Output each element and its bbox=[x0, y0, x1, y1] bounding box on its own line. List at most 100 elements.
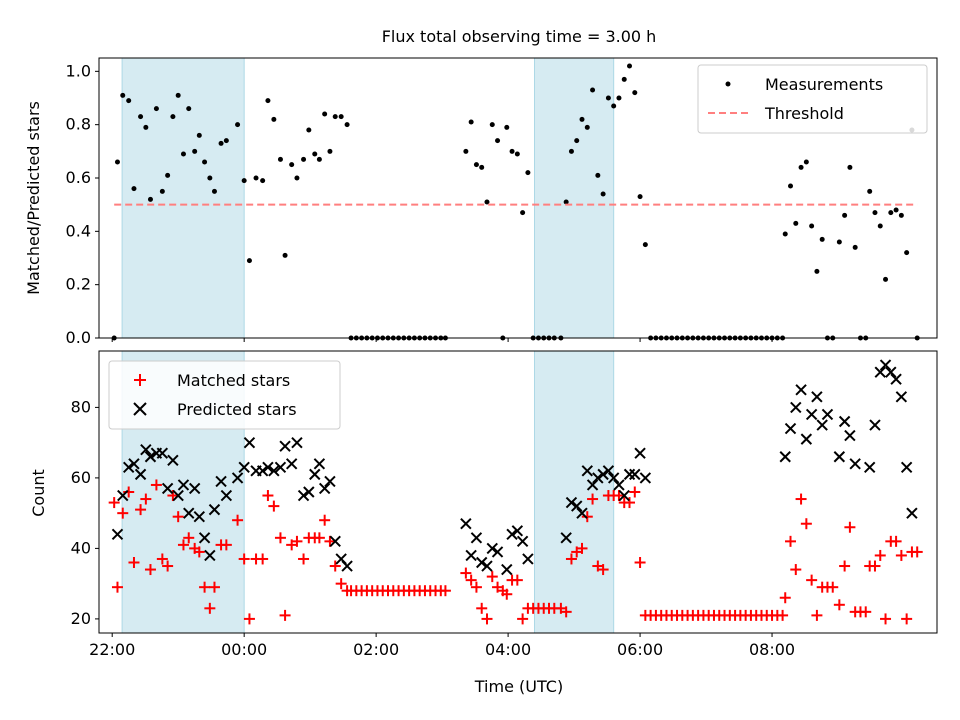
matched-star-point bbox=[624, 497, 636, 509]
measurement-point bbox=[867, 188, 873, 194]
predicted-star-point bbox=[581, 465, 593, 477]
predicted-star-point bbox=[476, 556, 488, 569]
predicted-star-point bbox=[220, 489, 233, 502]
matched-star-point bbox=[779, 592, 791, 604]
predicted-star-point bbox=[811, 391, 823, 403]
matched-star-point bbox=[629, 486, 641, 498]
predicted-star-point bbox=[183, 507, 195, 519]
predicted-star-point bbox=[324, 475, 336, 488]
matched-star-point bbox=[156, 553, 168, 565]
measurement-point bbox=[332, 114, 338, 120]
predicted-star-point bbox=[122, 461, 135, 474]
predicted-star-point bbox=[291, 436, 303, 449]
ratio-plot-frame bbox=[98, 57, 938, 339]
x-tick-label: 04:00 bbox=[485, 640, 531, 659]
measurement-point bbox=[277, 156, 283, 162]
matched-star-point bbox=[257, 553, 269, 565]
measurement-point bbox=[282, 252, 288, 258]
measurement-point bbox=[883, 276, 889, 282]
predicted-star-point bbox=[879, 359, 892, 371]
predicted-star-point bbox=[465, 549, 477, 562]
measurement-point bbox=[138, 114, 144, 120]
matched-star-point bbox=[117, 507, 129, 519]
predicted-star-point bbox=[262, 461, 274, 474]
predicted-star-point bbox=[795, 384, 807, 396]
matched-star-point bbox=[777, 609, 789, 621]
measurement-point bbox=[836, 239, 842, 245]
predicted-star-point bbox=[869, 419, 881, 431]
measurement-point bbox=[877, 223, 883, 229]
predicted-star-point bbox=[790, 401, 802, 414]
x-tick-label: 02:00 bbox=[353, 640, 399, 659]
matched-star-point bbox=[911, 546, 923, 558]
matched-star-point bbox=[869, 560, 881, 572]
measurement-point bbox=[126, 98, 132, 104]
predicted-star-point bbox=[285, 458, 298, 470]
predicted-star-point bbox=[571, 500, 583, 512]
matched-star-point bbox=[135, 504, 147, 516]
measurement-point bbox=[218, 140, 224, 146]
predicted-star-point bbox=[134, 468, 147, 481]
matched-star-point bbox=[890, 535, 902, 547]
y-tick-label: 0.6 bbox=[66, 168, 91, 187]
y-tick-label: 80 bbox=[71, 397, 91, 416]
measurement-point bbox=[642, 242, 648, 248]
legend-measurements-label: Measurements bbox=[765, 75, 883, 94]
measurement-point bbox=[809, 223, 815, 229]
measurement-point bbox=[301, 156, 307, 162]
matched-star-point bbox=[172, 511, 184, 523]
measurement-point bbox=[621, 76, 627, 82]
measurement-point bbox=[241, 178, 247, 184]
predicted-star-point bbox=[156, 447, 169, 459]
measurement-point bbox=[842, 212, 848, 218]
matched-star-point bbox=[279, 609, 291, 621]
measurement-point bbox=[202, 159, 208, 165]
predicted-star-point bbox=[318, 482, 331, 495]
matched-star-point bbox=[844, 521, 856, 533]
predicted-star-point bbox=[193, 510, 206, 523]
ratio-legend: Measurements Threshold bbox=[697, 64, 928, 134]
measurement-point bbox=[143, 124, 149, 130]
measurement-point bbox=[306, 127, 312, 133]
predicted-star-point bbox=[279, 440, 291, 452]
predicted-star-point bbox=[140, 443, 152, 456]
predicted-star-point bbox=[188, 482, 201, 495]
measurement-point bbox=[632, 90, 638, 96]
y-tick-label: 1.0 bbox=[66, 61, 91, 80]
measurement-point bbox=[798, 164, 804, 170]
matched-star-point bbox=[324, 535, 336, 547]
matched-star-point bbox=[183, 532, 195, 544]
measurement-point bbox=[338, 114, 344, 120]
legend-threshold-label: Threshold bbox=[764, 104, 844, 123]
matched-star-point bbox=[597, 564, 609, 576]
matched-star-point bbox=[476, 602, 488, 614]
predicted-star-point bbox=[144, 451, 157, 463]
matched-star-point bbox=[901, 613, 913, 625]
predicted-star-point bbox=[501, 563, 513, 576]
y-tick-label: 40 bbox=[71, 538, 91, 557]
ratio-panel: 0.0 0.2 0.4 0.6 0.8 1.0 Matched/Predicted sta… bbox=[24, 57, 938, 347]
matched-star-point bbox=[199, 581, 211, 593]
measurement-point bbox=[514, 151, 520, 157]
measurement-point bbox=[819, 236, 825, 242]
count-y-axis-label: Count bbox=[29, 469, 48, 517]
predicted-star-point bbox=[592, 472, 604, 484]
measurement-point bbox=[463, 148, 469, 154]
matched-star-point bbox=[208, 581, 220, 593]
legend-matched-marker bbox=[134, 374, 146, 386]
predicted-star-point bbox=[177, 479, 190, 491]
predicted-star-point bbox=[309, 468, 321, 481]
matched-star-point bbox=[220, 539, 232, 551]
predicted-star-point bbox=[117, 489, 129, 502]
predicted-star-point bbox=[470, 532, 483, 544]
predicted-star-point bbox=[838, 415, 851, 428]
matched-star-point bbox=[460, 567, 472, 579]
matched-star-point bbox=[785, 535, 797, 547]
predicted-star-point bbox=[890, 373, 902, 385]
measurement-point bbox=[627, 63, 633, 69]
y-tick-label: 0.2 bbox=[66, 275, 91, 294]
measurement-point bbox=[568, 148, 574, 154]
matched-star-point bbox=[470, 581, 482, 593]
measurement-point bbox=[253, 175, 259, 181]
predicted-star-point bbox=[895, 391, 908, 403]
